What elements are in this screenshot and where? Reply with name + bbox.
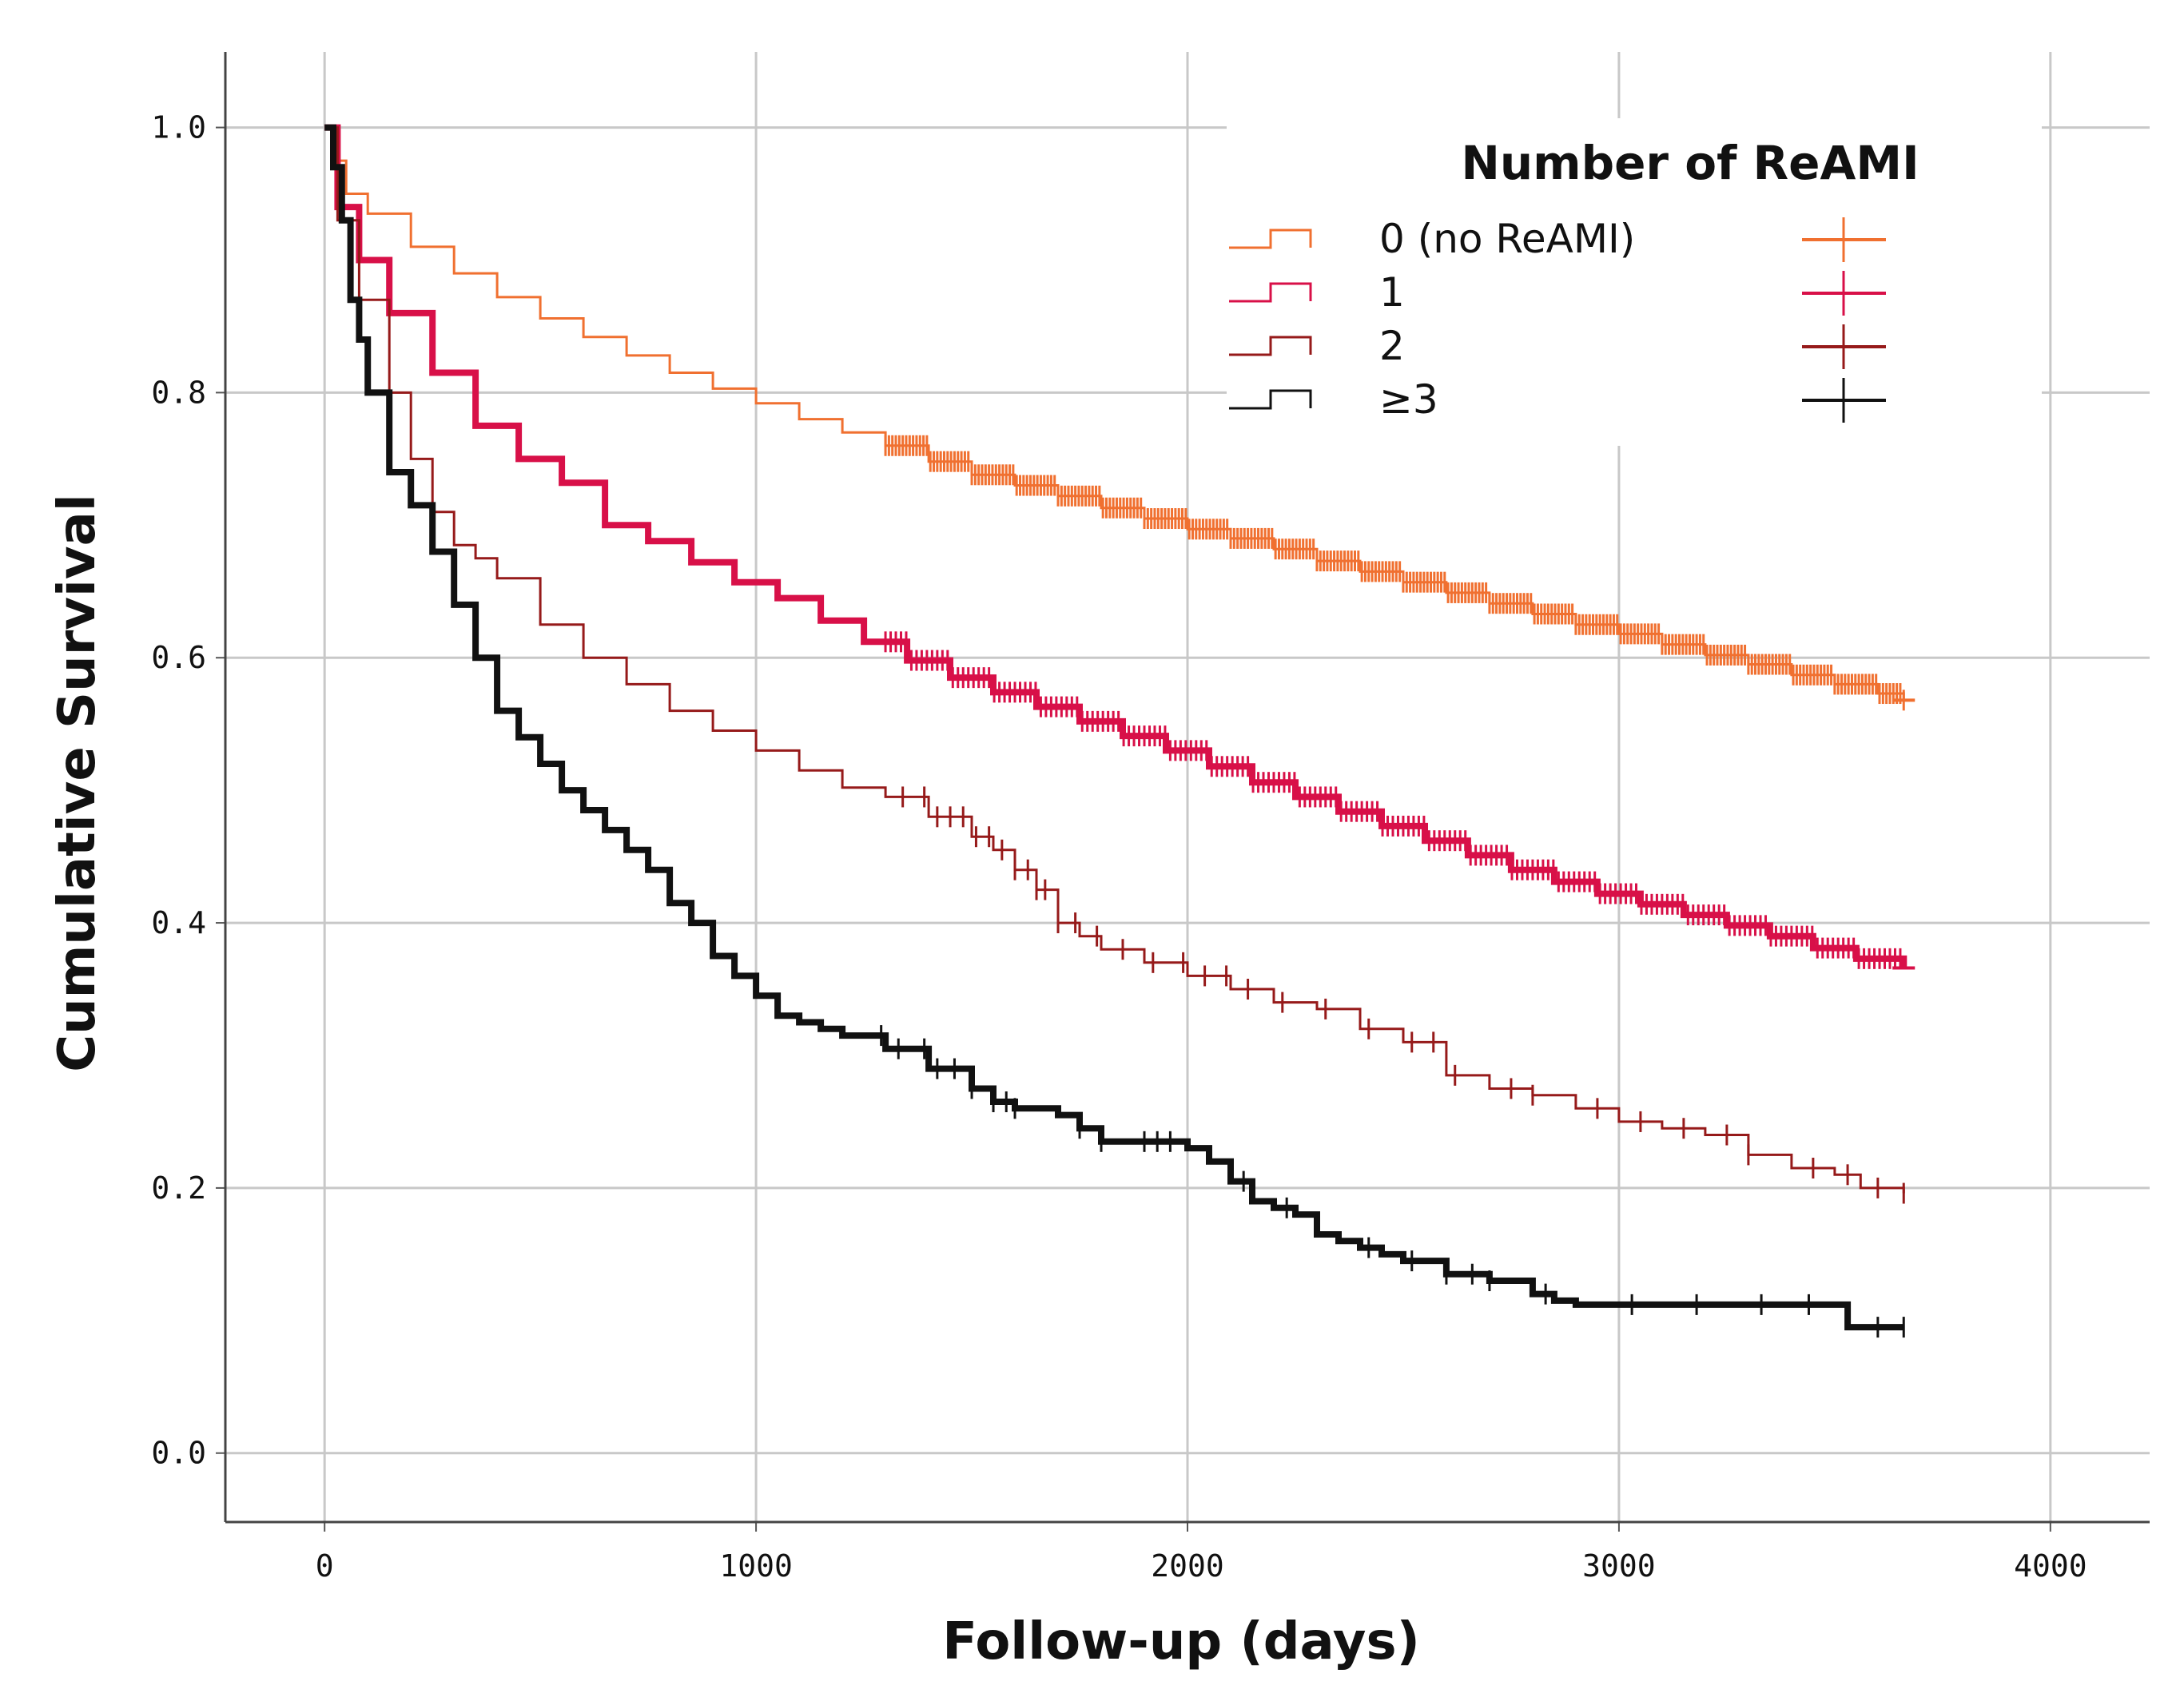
y-tick-label: 0.0 <box>151 1436 206 1471</box>
legend-label: 1 <box>1379 269 1405 316</box>
legend-label: ≥3 <box>1379 376 1438 423</box>
x-tick-label: 1000 <box>719 1548 793 1584</box>
censor-marks-0 <box>884 435 1915 711</box>
censor-marks-2 <box>901 786 1905 1204</box>
y-tick-label: 0.8 <box>151 375 206 410</box>
x-tick-label: 0 <box>316 1548 334 1584</box>
legend-label: 2 <box>1379 323 1405 369</box>
y-tick-label: 0.4 <box>151 905 206 940</box>
legend-swatch-step <box>1229 389 1312 410</box>
y-axis-title: Cumulative Survival <box>48 494 107 1072</box>
censor-marks-1 <box>884 631 1915 970</box>
legend-swatch-step <box>1229 229 1312 249</box>
y-tick-label: 0.6 <box>151 640 206 675</box>
y-tick-label: 0.2 <box>151 1170 206 1206</box>
plot-area <box>324 124 1915 1338</box>
x-tick-label: 4000 <box>2014 1548 2087 1584</box>
legend: Number of ReAMI 0 (no ReAMI) 1 2 ≥3 <box>1227 118 2042 446</box>
legend-title: Number of ReAMI <box>1461 136 1919 190</box>
series-line-3 <box>324 124 1904 1331</box>
legend-label: 0 (no ReAMI) <box>1379 216 1635 262</box>
censor-marks-3 <box>880 1025 1905 1338</box>
legend-swatch-step <box>1229 282 1312 303</box>
tick-labels: 0 1000 2000 3000 4000 0.0 0.2 0.4 0.6 0.8 1.0 <box>151 110 2087 1584</box>
legend-entries: 0 (no ReAMI) 1 2 ≥3 <box>1229 216 1886 423</box>
legend-swatch-step <box>1229 336 1312 356</box>
axes <box>216 52 2150 1532</box>
y-tick-label: 1.0 <box>151 110 206 145</box>
legend-box <box>1227 118 2042 446</box>
x-axis-title: Follow-up (days) <box>942 1612 1420 1671</box>
x-tick-label: 3000 <box>1582 1548 1656 1584</box>
x-tick-label: 2000 <box>1151 1548 1224 1584</box>
series-line-0 <box>324 126 1905 701</box>
